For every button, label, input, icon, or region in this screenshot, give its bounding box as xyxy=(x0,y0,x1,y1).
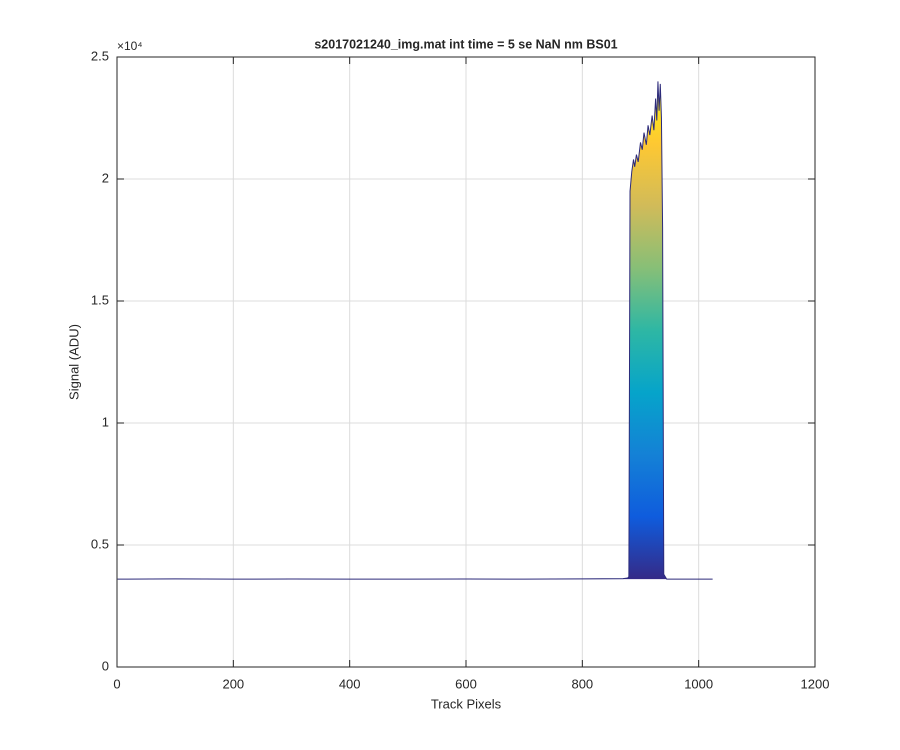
x-tick-label: 1200 xyxy=(801,676,830,691)
x-tick-label: 600 xyxy=(455,676,477,691)
y-tick-label: 1.5 xyxy=(91,292,109,307)
x-axis-label: Track Pixels xyxy=(431,696,502,711)
y-exponent-label: ×10⁴ xyxy=(117,39,143,53)
line xyxy=(117,81,713,580)
y-axis-label: Signal (ADU) xyxy=(66,324,81,400)
chart-title: s2017021240_img.mat int time = 5 se NaN … xyxy=(314,37,617,51)
area-fill xyxy=(117,81,713,580)
x-tick-label: 0 xyxy=(113,676,120,691)
y-tick-label: 0 xyxy=(102,658,109,673)
y-tick-label: 0.5 xyxy=(91,536,109,551)
x-tick-label: 800 xyxy=(571,676,593,691)
x-tick-label: 1000 xyxy=(684,676,713,691)
y-tick-label: 1 xyxy=(102,414,109,429)
y-tick-label: 2 xyxy=(102,170,109,185)
x-tick-label: 400 xyxy=(339,676,361,691)
y-tick-label: 2.5 xyxy=(91,48,109,63)
x-tick-label: 200 xyxy=(222,676,244,691)
